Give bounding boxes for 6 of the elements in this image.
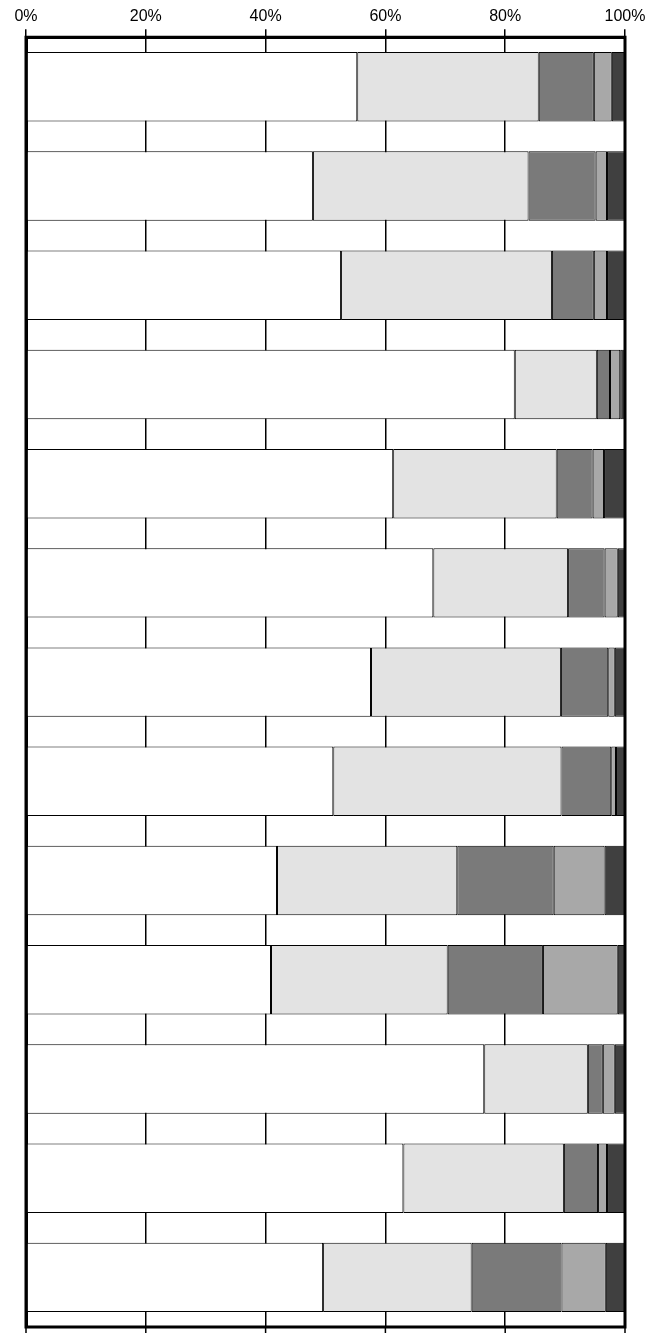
x-tick-label: 60%: [369, 7, 402, 25]
x-tick-label: 100%: [604, 7, 646, 25]
x-tick-label: 40%: [249, 7, 282, 25]
x-tick-label: 0%: [14, 7, 38, 25]
x-tick-label: 20%: [129, 7, 162, 25]
x-tick-label: 80%: [489, 7, 522, 25]
